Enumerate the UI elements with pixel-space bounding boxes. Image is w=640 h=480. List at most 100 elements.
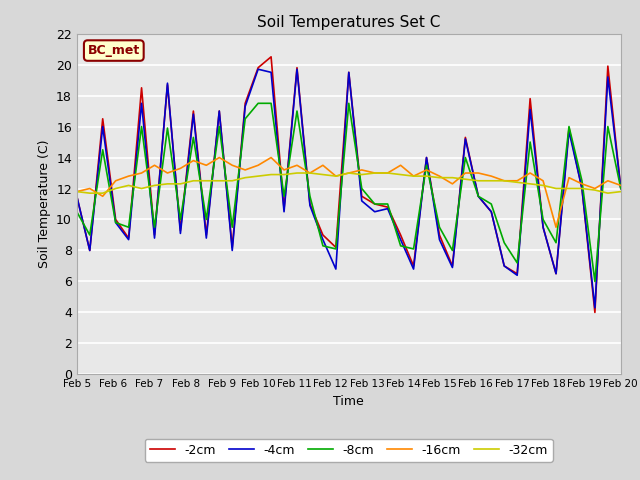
- -4cm: [189, 111, 197, 117]
- -8cm: [526, 139, 534, 145]
- -2cm: [552, 271, 560, 276]
- -32cm: [488, 178, 495, 184]
- -32cm: [125, 182, 132, 188]
- -16cm: [177, 166, 184, 171]
- -16cm: [526, 170, 534, 176]
- -2cm: [540, 224, 547, 230]
- -4cm: [436, 237, 444, 242]
- -4cm: [449, 264, 456, 270]
- -2cm: [397, 232, 404, 238]
- -16cm: [73, 189, 81, 194]
- -2cm: [578, 186, 586, 192]
- -2cm: [474, 193, 482, 199]
- -32cm: [177, 181, 184, 187]
- -16cm: [410, 173, 417, 179]
- -4cm: [474, 193, 482, 199]
- -32cm: [384, 170, 392, 176]
- -4cm: [177, 230, 184, 236]
- -2cm: [216, 108, 223, 114]
- Line: -32cm: -32cm: [77, 173, 621, 193]
- -2cm: [306, 201, 314, 207]
- -16cm: [280, 167, 288, 173]
- -32cm: [565, 186, 573, 192]
- -8cm: [617, 186, 625, 192]
- -4cm: [228, 248, 236, 253]
- -4cm: [565, 128, 573, 134]
- -32cm: [422, 173, 430, 179]
- -8cm: [125, 224, 132, 230]
- -32cm: [216, 178, 223, 184]
- -8cm: [99, 147, 106, 153]
- -8cm: [474, 193, 482, 199]
- -8cm: [578, 178, 586, 184]
- -32cm: [345, 170, 353, 176]
- -8cm: [540, 216, 547, 222]
- -16cm: [189, 158, 197, 164]
- -8cm: [513, 260, 521, 266]
- -32cm: [306, 170, 314, 176]
- -8cm: [384, 201, 392, 207]
- -32cm: [150, 182, 158, 188]
- -32cm: [604, 190, 612, 196]
- -32cm: [241, 175, 249, 180]
- -2cm: [125, 235, 132, 241]
- -32cm: [86, 190, 93, 196]
- -8cm: [73, 209, 81, 215]
- -32cm: [526, 181, 534, 187]
- -8cm: [461, 155, 469, 160]
- -8cm: [319, 243, 327, 249]
- -4cm: [254, 66, 262, 72]
- -8cm: [488, 201, 495, 207]
- -16cm: [112, 178, 120, 184]
- -2cm: [189, 108, 197, 114]
- -8cm: [604, 124, 612, 130]
- -8cm: [293, 108, 301, 114]
- -16cm: [513, 178, 521, 184]
- -4cm: [591, 305, 599, 311]
- -4cm: [241, 104, 249, 109]
- -2cm: [565, 125, 573, 131]
- -4cm: [150, 235, 158, 241]
- -2cm: [500, 263, 508, 269]
- -4cm: [526, 107, 534, 112]
- -32cm: [552, 186, 560, 192]
- -16cm: [293, 162, 301, 168]
- -32cm: [73, 189, 81, 194]
- -4cm: [280, 209, 288, 215]
- -8cm: [254, 100, 262, 106]
- Line: -2cm: -2cm: [77, 57, 621, 312]
- -32cm: [332, 173, 340, 179]
- Y-axis label: Soil Temperature (C): Soil Temperature (C): [38, 140, 51, 268]
- -2cm: [384, 204, 392, 210]
- -16cm: [125, 173, 132, 179]
- -2cm: [254, 65, 262, 71]
- -8cm: [112, 220, 120, 226]
- -32cm: [138, 186, 145, 192]
- -16cm: [150, 162, 158, 168]
- -4cm: [73, 193, 81, 199]
- -2cm: [319, 232, 327, 238]
- -16cm: [474, 170, 482, 176]
- -8cm: [358, 186, 365, 192]
- -16cm: [397, 162, 404, 168]
- -2cm: [449, 263, 456, 269]
- -2cm: [293, 65, 301, 71]
- -4cm: [216, 108, 223, 114]
- -16cm: [422, 167, 430, 173]
- -4cm: [112, 220, 120, 226]
- -16cm: [500, 178, 508, 184]
- -2cm: [617, 186, 625, 192]
- -32cm: [436, 175, 444, 180]
- -8cm: [306, 193, 314, 199]
- -8cm: [202, 216, 210, 222]
- Line: -16cm: -16cm: [77, 157, 621, 227]
- -2cm: [410, 263, 417, 269]
- -32cm: [513, 180, 521, 185]
- -32cm: [293, 170, 301, 176]
- -2cm: [436, 232, 444, 238]
- -16cm: [268, 155, 275, 160]
- -32cm: [99, 190, 106, 196]
- -4cm: [125, 237, 132, 242]
- -8cm: [228, 224, 236, 230]
- -4cm: [513, 272, 521, 278]
